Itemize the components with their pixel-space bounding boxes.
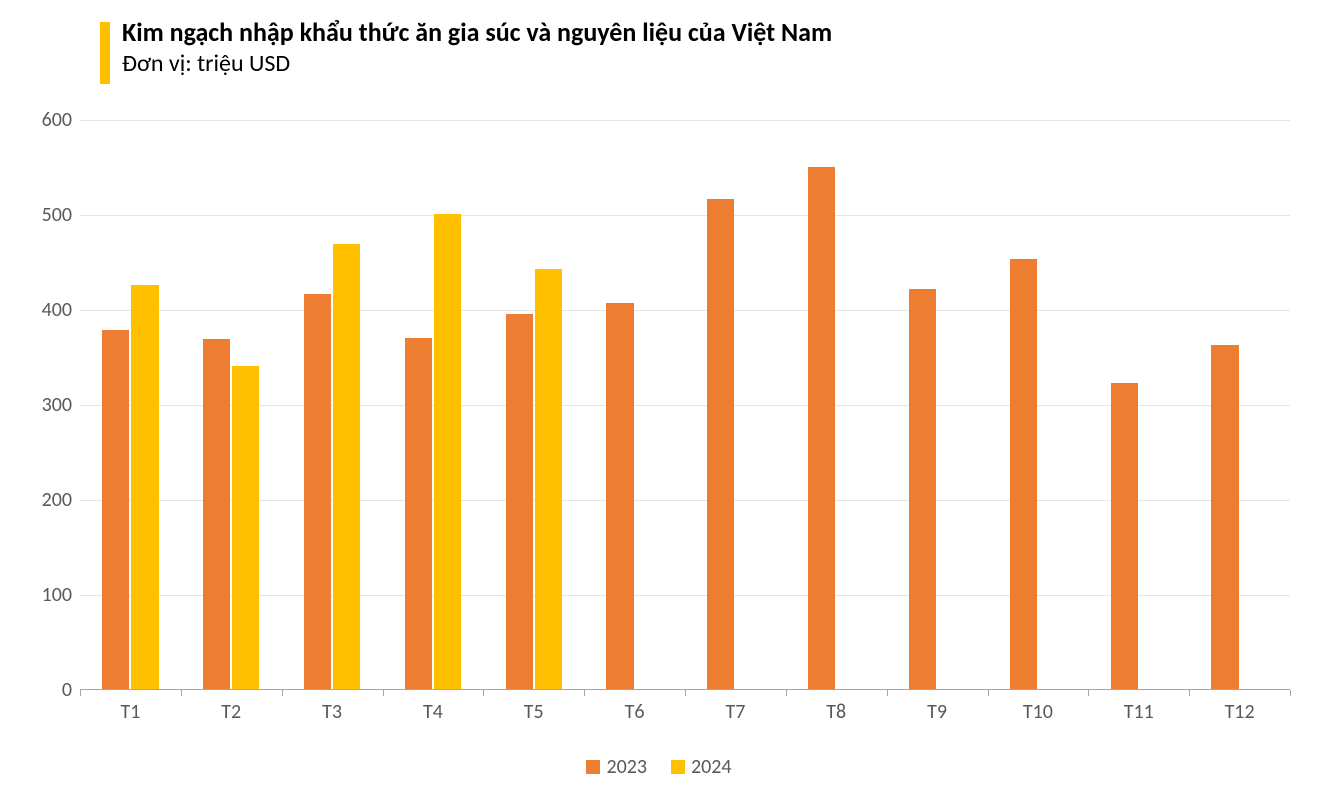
y-axis-label: 200	[12, 488, 72, 512]
bar-2023-T11	[1111, 383, 1138, 689]
y-axis-label: 300	[12, 393, 72, 417]
bar-2023-T10	[1010, 259, 1037, 689]
bar-2023-T9	[909, 289, 936, 689]
y-axis-label: 600	[12, 108, 72, 132]
legend-item-2024: 2024	[671, 755, 732, 779]
x-tick	[483, 690, 484, 696]
x-axis-label: T11	[1124, 700, 1154, 724]
x-axis-label: T9	[927, 700, 947, 724]
title-text-group: Kim ngạch nhập khẩu thức ăn gia súc và n…	[122, 18, 832, 78]
x-tick	[383, 690, 384, 696]
y-axis-label: 0	[12, 678, 72, 702]
bar-2024-T1	[131, 285, 158, 689]
x-tick	[282, 690, 283, 696]
bar-2024-T5	[535, 269, 562, 689]
bar-2024-T2	[232, 366, 259, 689]
x-tick	[1088, 690, 1089, 696]
x-tick	[685, 690, 686, 696]
bar-2024-T3	[333, 244, 360, 689]
bar-2023-T3	[304, 294, 331, 689]
plot-area	[80, 120, 1290, 690]
x-tick	[584, 690, 585, 696]
bar-2023-T2	[203, 339, 230, 689]
x-axis-label: T3	[322, 700, 342, 724]
x-tick	[1290, 690, 1291, 696]
bar-2023-T7	[707, 199, 734, 689]
bar-2023-T12	[1211, 345, 1238, 689]
x-tick	[786, 690, 787, 696]
x-tick	[887, 690, 888, 696]
chart-subtitle: Đơn vị: triệu USD	[122, 49, 832, 78]
chart-title: Kim ngạch nhập khẩu thức ăn gia súc và n…	[122, 18, 832, 47]
bar-2023-T1	[102, 330, 129, 689]
x-axis-label: T6	[625, 700, 645, 724]
x-axis-label: T2	[221, 700, 241, 724]
bar-2023-T8	[808, 167, 835, 690]
legend-item-2023: 2023	[586, 755, 647, 779]
x-tick	[80, 690, 81, 696]
legend-swatch	[671, 760, 685, 774]
y-axis-label: 400	[12, 298, 72, 322]
bar-2024-T4	[434, 214, 461, 689]
x-axis-label: T8	[826, 700, 846, 724]
x-axis-label: T12	[1225, 700, 1255, 724]
x-axis-label: T1	[120, 700, 140, 724]
x-axis-label: T7	[725, 700, 745, 724]
legend-swatch	[586, 760, 600, 774]
chart-container: Kim ngạch nhập khẩu thức ăn gia súc và n…	[0, 0, 1318, 799]
legend-label: 2023	[606, 755, 647, 779]
x-axis: T1 T2 T3 T4 T5 T6 T7 T8 T9 T10 T11 T12	[80, 696, 1290, 726]
title-accent-bar	[100, 22, 110, 84]
y-axis-label: 500	[12, 203, 72, 227]
bar-2023-T4	[405, 338, 432, 690]
chart-title-block: Kim ngạch nhập khẩu thức ăn gia súc và n…	[100, 18, 832, 84]
x-tick	[181, 690, 182, 696]
bar-2023-T5	[506, 314, 533, 689]
y-axis-label: 100	[12, 583, 72, 607]
legend-label: 2024	[691, 755, 732, 779]
x-axis-label: T4	[423, 700, 443, 724]
bar-2023-T6	[606, 303, 633, 689]
x-tick	[988, 690, 989, 696]
legend: 2023 2024	[0, 755, 1318, 780]
x-axis-label: T5	[524, 700, 544, 724]
bars-layer	[80, 120, 1290, 689]
x-tick	[1189, 690, 1190, 696]
x-axis-label: T10	[1023, 700, 1053, 724]
